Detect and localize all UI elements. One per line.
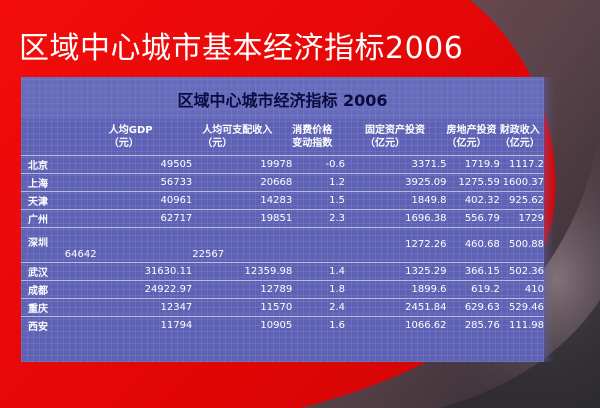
- cpi-cell: [292, 226, 345, 262]
- gdp-cell: 12347: [64, 297, 193, 316]
- table-row: 天津 40961 14283 1.5 1849.8 402.32 925.62: [21, 190, 544, 209]
- table-header-row: 人均GDP （元） 人均可支配收入 （元） 消费价格 变动指数 固定资产投资 （…: [21, 119, 544, 155]
- fiscal-cell: 529.46: [499, 297, 544, 316]
- fixed-cell: 1899.6: [345, 279, 447, 298]
- gdp-cell: 49505: [64, 154, 193, 173]
- fiscal-cell: 502.36: [499, 261, 544, 280]
- realestate-cell: 366.15: [446, 261, 500, 280]
- income-cell: 12359.98: [192, 261, 293, 280]
- fixed-cell: 1696.38: [345, 208, 447, 227]
- panel-header: [21, 77, 544, 119]
- city-cell: 成都: [21, 279, 65, 298]
- gdp-cell: 62717: [64, 208, 193, 227]
- gdp-cell: 24922.97: [64, 279, 193, 298]
- realestate-cell: 629.63: [446, 297, 500, 316]
- table-row: 重庆 12347 11570 2.4 2451.84 629.63 529.46: [21, 297, 544, 316]
- fixed-cell: 3371.5: [345, 154, 447, 173]
- fixed-cell: 2451.84: [345, 297, 447, 316]
- header-fiscal: 财政收入 （亿元）: [500, 119, 544, 155]
- realestate-cell: 619.2: [446, 279, 500, 298]
- fiscal-cell: 1117.2: [499, 154, 544, 173]
- fixed-cell: 1325.29: [345, 261, 447, 280]
- cpi-cell: 2.3: [292, 208, 345, 227]
- fiscal-cell: 1600.37: [499, 172, 544, 191]
- header-fixed-asset: 固定资产投资 （亿元）: [345, 119, 447, 155]
- header-gdp-per-capita: 人均GDP （元）: [65, 119, 193, 155]
- city-cell: 上海: [21, 172, 65, 191]
- fixed-cell: 1066.62: [345, 315, 447, 334]
- realestate-cell: 402.32: [446, 190, 500, 209]
- fixed-cell: 1849.8: [345, 190, 447, 209]
- city-cell: 广州: [21, 208, 65, 227]
- header-city: [21, 119, 65, 155]
- gdp-cell: 40961: [64, 190, 193, 209]
- cpi-cell: 1.4: [292, 261, 345, 280]
- table-row: 成都 24922.97 12789 1.8 1899.6 619.2 410: [21, 279, 544, 298]
- header-fixed-label: 固定资产投资 （亿元）: [365, 124, 425, 149]
- cpi-cell: -0.6: [292, 154, 345, 173]
- table-row: 武汉 31630.11 12359.98 1.4 1325.29 366.15 …: [21, 261, 544, 280]
- city-cell: 武汉: [21, 261, 65, 280]
- table-row: 北京 49505 19978 -0.6 3371.5 1719.9 1117.2: [21, 154, 544, 173]
- fiscal-cell: 410: [499, 279, 544, 298]
- table-row: 西安 11794 10905 1.6 1066.62 285.76 111.98: [21, 315, 544, 334]
- header-cpi-label: 消费价格 变动指数: [292, 124, 333, 149]
- header-real-estate: 房地产投资 （亿元）: [447, 119, 500, 155]
- income-cell: 10905: [192, 315, 293, 334]
- indicator-table: 人均GDP （元） 人均可支配收入 （元） 消费价格 变动指数 固定资产投资 （…: [21, 119, 544, 334]
- table-row: 广州 62717 19851 2.3 1696.38 556.79 1729: [21, 208, 544, 227]
- data-table-panel: 区域中心城市经济指标 2006 人均GDP （元） 人均可支配收入 （元） 消费…: [21, 77, 544, 362]
- income-cell: 19978: [192, 154, 293, 173]
- gdp-cell: 64642: [64, 226, 193, 262]
- realestate-cell: 556.79: [446, 208, 500, 227]
- fiscal-cell: 500.88: [499, 226, 544, 262]
- table-row: 上海 56733 20668 1.2 3925.09 1275.59 1600.…: [21, 172, 544, 191]
- city-cell: 西安: [21, 315, 65, 334]
- gdp-cell: 56733: [64, 172, 193, 191]
- income-cell: 20668: [192, 172, 293, 191]
- cpi-cell: 2.4: [292, 297, 345, 316]
- header-income-label: 人均可支配收入 （元）: [202, 124, 273, 149]
- fiscal-cell: 1729: [499, 208, 544, 227]
- header-gdp-label: 人均GDP （元）: [108, 124, 153, 149]
- income-cell: 11570: [192, 297, 293, 316]
- header-cpi: 消费价格 变动指数: [292, 119, 345, 155]
- slide-title: 区域中心城市基本经济指标2006: [19, 31, 464, 66]
- cpi-cell: 1.5: [292, 190, 345, 209]
- realestate-cell: 1275.59: [446, 172, 500, 191]
- header-fiscal-label: 财政收入 （亿元）: [499, 124, 540, 149]
- table-row: 深圳 64642 22567 1272.26 460.68 500.88: [21, 226, 544, 262]
- gdp-cell: 11794: [64, 315, 193, 334]
- fiscal-cell: 925.62: [499, 190, 544, 209]
- cpi-cell: 1.2: [292, 172, 345, 191]
- income-cell: 12789: [192, 279, 293, 298]
- cpi-cell: 1.8: [292, 279, 345, 298]
- fiscal-cell: 111.98: [499, 315, 544, 334]
- city-cell: 北京: [21, 154, 65, 173]
- fixed-cell: 1272.26: [345, 226, 447, 262]
- cpi-cell: 1.6: [292, 315, 345, 334]
- realestate-cell: 460.68: [446, 226, 500, 262]
- income-cell: 19851: [192, 208, 293, 227]
- city-cell: 重庆: [21, 297, 65, 316]
- gdp-cell: 31630.11: [64, 261, 193, 280]
- city-cell: 天津: [21, 190, 65, 209]
- realestate-cell: 285.76: [446, 315, 500, 334]
- fixed-cell: 3925.09: [345, 172, 447, 191]
- city-cell: 深圳: [21, 226, 65, 262]
- header-disposable-income: 人均可支配收入 （元）: [192, 119, 292, 155]
- realestate-cell: 1719.9: [446, 154, 500, 173]
- table-title: 区域中心城市经济指标 2006: [177, 91, 388, 110]
- header-realestate-label: 房地产投资 （亿元）: [446, 124, 497, 149]
- income-cell: 22567: [192, 226, 293, 262]
- income-cell: 14283: [192, 190, 293, 209]
